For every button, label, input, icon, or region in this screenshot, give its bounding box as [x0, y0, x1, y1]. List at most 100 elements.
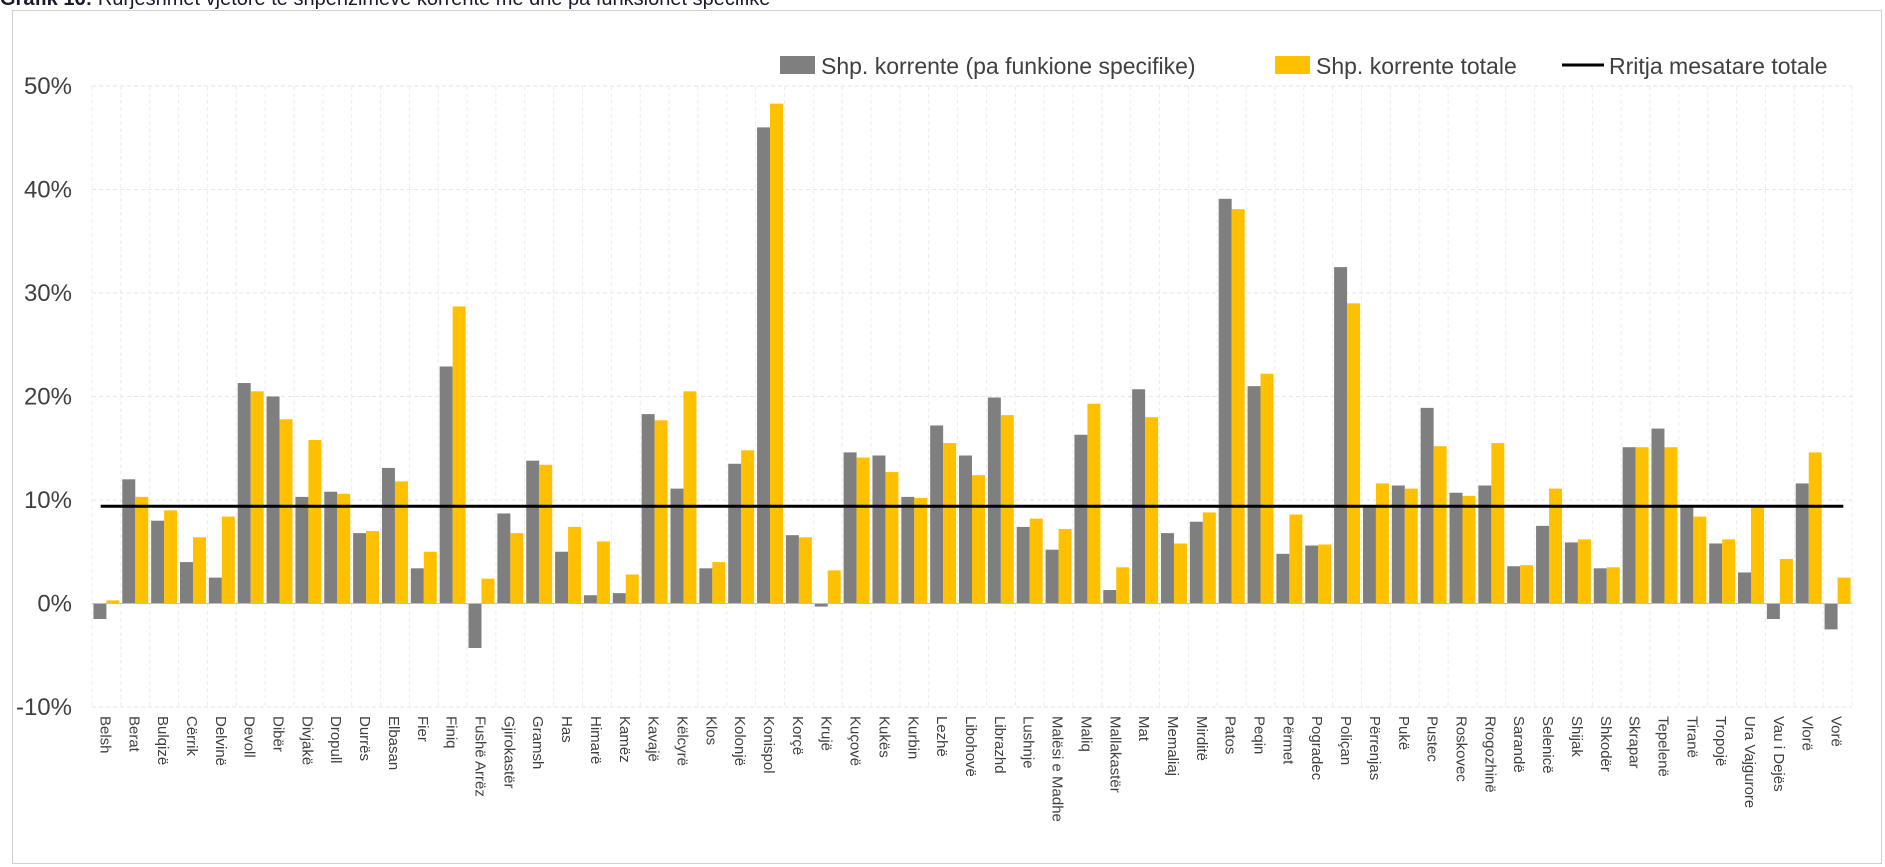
bar-series-gray [1189, 521, 1203, 604]
x-axis-categories: Belsh Berat Bulqizë Cërrik Delvinë Devoll Dibë… [96, 716, 1844, 822]
bar-series-yellow [1000, 415, 1014, 604]
x-category-label: Elbasan [385, 716, 402, 770]
x-category-label: Fushë Arrëz [472, 716, 489, 797]
bar-series-yellow [856, 457, 870, 604]
bar-series-gray [237, 383, 251, 604]
chart-title-prefix: Grafik 16: [0, 0, 92, 10]
x-category-label: Pukë [1395, 716, 1412, 750]
x-category-label: Kuçovë [847, 716, 864, 766]
bar-series-yellow [914, 497, 928, 604]
bar-series-gray [1247, 386, 1261, 604]
bar-series-yellow [135, 496, 149, 604]
bar-series-gray [612, 593, 626, 604]
x-category-label: Patos [1222, 716, 1239, 754]
x-category-label: Delvinë [212, 716, 229, 766]
x-category-label: Roskovec [1452, 716, 1469, 782]
bar-series-gray [497, 513, 511, 604]
y-tick-label: 30% [24, 280, 72, 307]
bar-series-gray [1680, 505, 1694, 604]
bar-series-yellow [827, 570, 841, 604]
x-category-label: Fier [414, 716, 431, 742]
bar-series-yellow [972, 475, 985, 604]
x-category-label: Cërrik [183, 716, 200, 756]
bar-series-yellow [394, 481, 408, 604]
bar-series-yellow [106, 600, 120, 604]
x-category-label: Memaliaj [1164, 716, 1181, 776]
bar-series-yellow [1520, 565, 1534, 604]
bar-series-gray [410, 568, 424, 604]
bar-series-gray [439, 366, 453, 604]
x-category-label: Devoll [241, 716, 258, 758]
bar-series-yellow [885, 472, 899, 604]
bar-series-yellow [1116, 567, 1130, 604]
bar-series-gray [785, 535, 799, 604]
x-category-label: Vau i Dejës [1770, 716, 1787, 792]
bar-series-gray [814, 603, 828, 607]
x-category-label: Himarë [587, 716, 604, 764]
bar-series-gray [468, 603, 482, 649]
bar-series-gray [1218, 198, 1232, 604]
x-category-label: Libohovë [962, 716, 979, 777]
bar-series-yellow [1693, 516, 1707, 604]
bar-series-yellow [1751, 506, 1764, 604]
chart-title: Grafik 16: Rurjeshmet vjetore të shpenzi… [0, 0, 1885, 10]
bar-series-yellow [510, 533, 524, 604]
bar-series-yellow [164, 510, 178, 604]
bar-series-yellow [1318, 544, 1332, 604]
bar-series-yellow [1722, 539, 1736, 604]
x-category-label: Përmet [1279, 716, 1296, 765]
legend-label-gray: Shp. korrente (pa funkione specifike) [821, 53, 1196, 79]
x-category-label: Dibër [270, 716, 287, 752]
bar-series-gray [1709, 543, 1723, 604]
bar-series-yellow [1087, 403, 1101, 604]
bar-series-yellow [1837, 577, 1851, 604]
bars [93, 103, 1851, 649]
bar-series-gray [583, 595, 597, 604]
x-category-label: Bulqizë [154, 716, 171, 765]
bar-series-yellow [1664, 447, 1678, 604]
bar-series-yellow [423, 551, 437, 604]
gridlines [91, 85, 1853, 708]
bar-series-gray [843, 452, 857, 604]
bar-series-yellow [1289, 514, 1303, 604]
x-category-label: Këlcyrë [673, 716, 690, 766]
bar-series-yellow [308, 439, 322, 604]
legend: Shp. korrente (pa funkione specifike) Shp… [780, 53, 1828, 79]
x-category-label: Kavajë [645, 716, 662, 762]
legend-swatch-gray [780, 56, 815, 74]
x-category-label: Dropull [327, 716, 344, 764]
bar-series-gray [1362, 505, 1376, 604]
bar-series-yellow [192, 537, 206, 604]
x-category-label: Peqin [1251, 716, 1268, 754]
bar-series-gray [1132, 389, 1146, 604]
x-category-label: Librazhd [991, 716, 1008, 774]
chart-frame [12, 10, 1882, 864]
bar-series-gray [757, 127, 771, 604]
bar-series-yellow [625, 574, 639, 604]
x-category-label: Përrenjas [1366, 716, 1383, 780]
bar-series-yellow [654, 420, 668, 604]
bar-series-gray [180, 562, 193, 604]
bar-series-gray [1795, 483, 1809, 604]
bar-series-yellow [712, 562, 726, 604]
x-category-label: Tepelenë [1654, 716, 1671, 777]
x-category-label: Kukës [875, 716, 892, 758]
bar-series-yellow [741, 450, 755, 604]
legend-swatch-yellow [1275, 56, 1310, 74]
x-category-label: Klos [702, 716, 719, 745]
y-tick-label: 50% [24, 73, 72, 100]
bar-series-yellow [1635, 447, 1649, 604]
x-category-label: Lezhë [933, 716, 950, 757]
x-category-label: Selenicë [1539, 716, 1556, 774]
bar-series-gray [987, 397, 1001, 604]
bar-series-gray [959, 455, 972, 604]
x-category-label: Mirditë [1193, 716, 1210, 761]
bar-series-gray [526, 460, 540, 604]
bar-series-yellow [1347, 303, 1361, 604]
x-category-label: Konispol [760, 716, 777, 774]
y-tick-label: -10% [16, 694, 72, 721]
bar-series-gray [1045, 549, 1059, 604]
legend-label-yellow: Shp. korrente totale [1316, 53, 1517, 79]
bar-series-yellow [683, 391, 697, 604]
